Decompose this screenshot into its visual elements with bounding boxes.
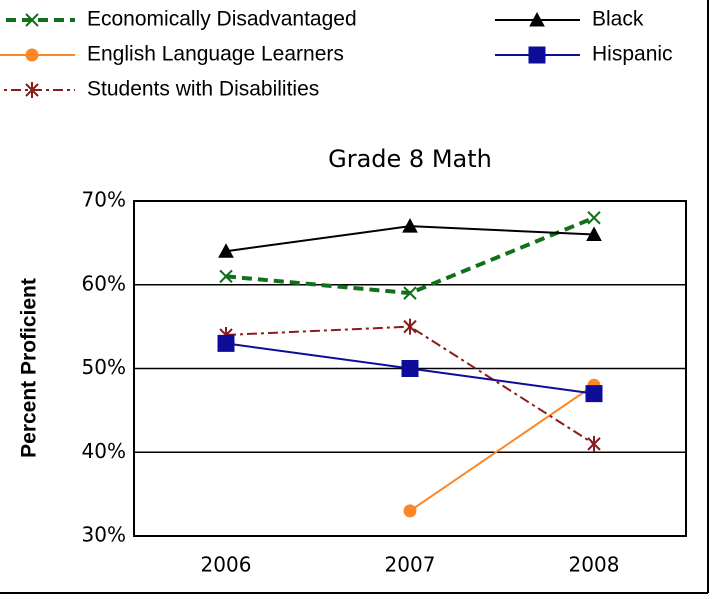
series-line [409, 384, 595, 512]
legend-marker [528, 46, 546, 64]
chart-title: Grade 8 Math [328, 145, 492, 173]
marker [403, 286, 417, 300]
marker [219, 269, 233, 284]
legend-label: Students with Disabilities [87, 78, 319, 101]
marker [585, 385, 603, 403]
legend-marker [529, 11, 545, 27]
marker [586, 226, 602, 241]
marker [587, 435, 601, 452]
marker [218, 243, 234, 258]
legend-marker [25, 48, 39, 62]
marker [403, 504, 417, 518]
legend-marker [25, 13, 39, 27]
y-tick-label: 40% [82, 439, 126, 463]
y-axis-label: Percent Proficient [18, 278, 41, 458]
legend-marker [25, 82, 39, 98]
marker [402, 218, 418, 233]
marker [401, 360, 419, 377]
y-tick-label: 60% [82, 271, 126, 295]
y-tick-label: 50% [82, 355, 126, 379]
x-tick-label: 2008 [569, 553, 620, 577]
legend-label: Hispanic [592, 43, 673, 66]
x-tick-label: 2006 [201, 553, 252, 577]
legend-label: Black [592, 8, 644, 31]
y-tick-label: 70% [82, 188, 126, 212]
x-tick-label: 2007 [385, 553, 436, 577]
legend-label: Economically Disadvantaged [87, 8, 357, 31]
marker [587, 211, 601, 225]
marker [403, 318, 417, 335]
legend-label: English Language Learners [87, 43, 344, 66]
marker [217, 334, 235, 352]
y-tick-label: 30% [82, 523, 126, 547]
